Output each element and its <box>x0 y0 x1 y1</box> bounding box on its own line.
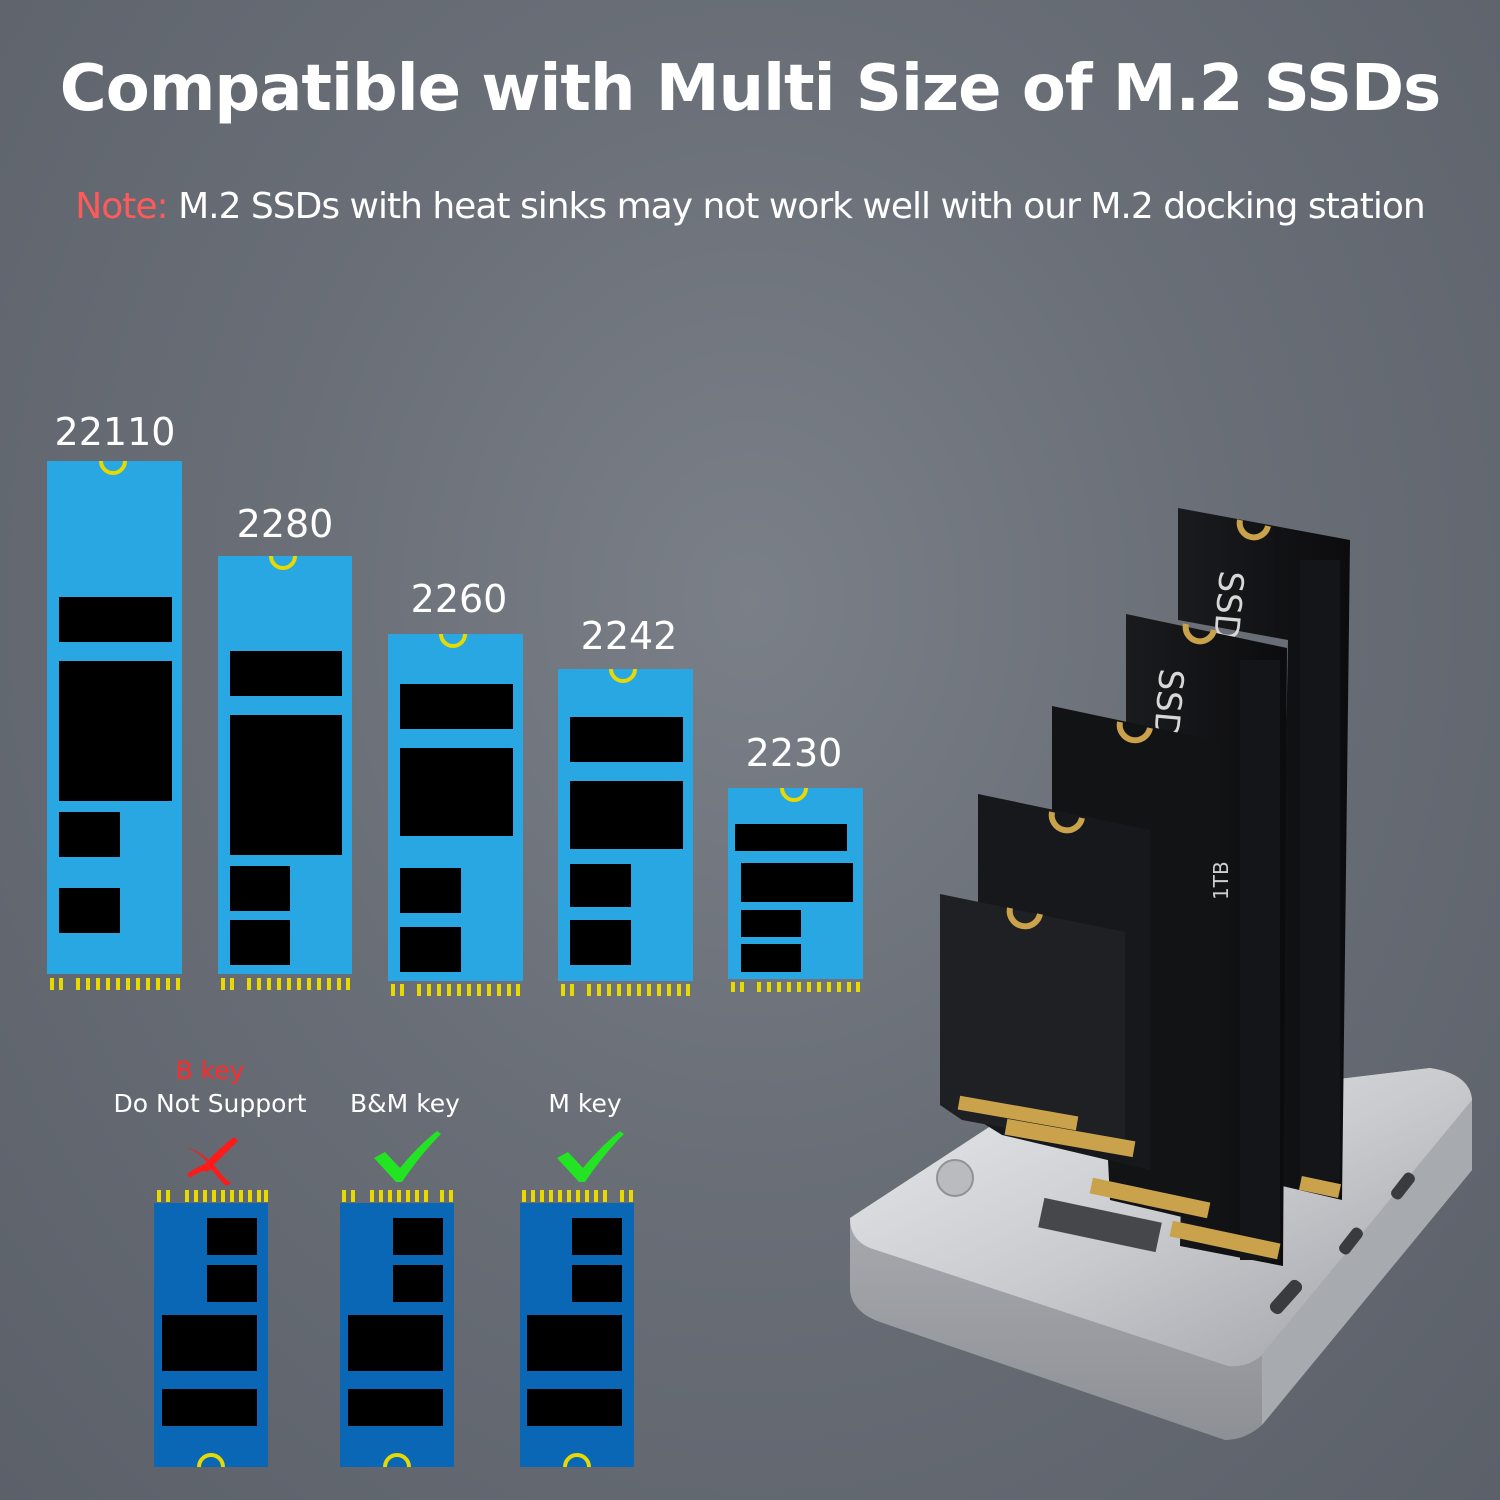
ssd-22110 <box>47 460 182 990</box>
note-label: Note: <box>75 186 168 227</box>
check-icon <box>374 1131 441 1182</box>
size-label-2242: 2242 <box>580 614 678 658</box>
svg-text:1TB: 1TB <box>1209 861 1233 900</box>
do-not-support-label: Do Not Support <box>113 1089 307 1118</box>
check-icon <box>557 1131 624 1182</box>
size-label-2230: 2230 <box>745 731 843 775</box>
size-label-22110: 22110 <box>54 410 176 454</box>
bm-key-ssd <box>340 1190 454 1468</box>
docking-station-image: SSD SSD 1TB <box>850 508 1472 1440</box>
m-key-ssd <box>520 1190 634 1468</box>
cross-icon <box>186 1137 238 1186</box>
page-title: Compatible with Multi Size of M.2 SSDs <box>59 52 1442 126</box>
b-key-label: B key <box>175 1056 245 1085</box>
ssd-2260 <box>388 633 523 996</box>
m-key-label: M key <box>548 1089 622 1118</box>
ssd-2280 <box>218 555 352 990</box>
note-text: Note: M.2 SSDs with heat sinks may not w… <box>0 186 1500 227</box>
ssd-2230 <box>728 787 863 992</box>
note-body: M.2 SSDs with heat sinks may not work we… <box>167 186 1426 227</box>
size-label-2260: 2260 <box>410 577 508 621</box>
b-key-ssd <box>154 1190 268 1468</box>
size-label-2280: 2280 <box>236 502 334 546</box>
svg-text:SSD: SSD <box>1205 569 1251 642</box>
ssd-2242 <box>558 668 693 996</box>
bm-key-label: B&M key <box>350 1089 460 1118</box>
